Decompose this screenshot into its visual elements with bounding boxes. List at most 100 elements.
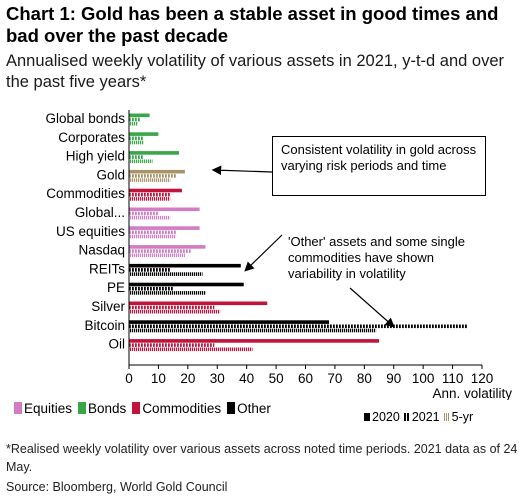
bar-5-yr bbox=[129, 291, 206, 295]
category-label: Gold bbox=[96, 167, 125, 182]
legend-label: 2020 bbox=[372, 410, 400, 424]
legend-label: 2021 bbox=[411, 410, 440, 424]
x-tick-label: 60 bbox=[298, 371, 313, 386]
bar-5-yr bbox=[129, 328, 377, 333]
bar-2020 bbox=[129, 169, 185, 174]
legend-item-bonds: Bonds bbox=[78, 401, 126, 416]
legend-swatch bbox=[227, 402, 236, 414]
bar-5-yr bbox=[129, 272, 203, 276]
bar-5-yr bbox=[129, 215, 171, 220]
legend-period-5-yr: 5-yr bbox=[443, 410, 474, 424]
legend-item-equities: Equities bbox=[14, 401, 72, 416]
bar-2020 bbox=[129, 113, 150, 118]
bar-5-yr bbox=[129, 234, 177, 239]
source-note: Source: Bloomberg, World Gold Council bbox=[6, 480, 228, 494]
legend-swatch bbox=[132, 402, 141, 414]
category-label: Silver bbox=[91, 299, 125, 314]
category-label: Bitcoin bbox=[84, 318, 125, 333]
footnote: *Realised weekly volatility over various… bbox=[6, 442, 518, 474]
x-tick-label: 80 bbox=[357, 371, 372, 386]
legend-label: Equities bbox=[24, 401, 73, 416]
legend-period-2021: 2021 bbox=[403, 410, 440, 424]
annotation-gold: Consistent volatility in gold across var… bbox=[272, 136, 486, 196]
x-tick-label: 0 bbox=[125, 371, 133, 386]
bar-2020 bbox=[129, 301, 268, 306]
x-tick-label: 120 bbox=[471, 371, 494, 386]
x-axis-label: Ann. volatility bbox=[432, 386, 512, 400]
category-label: Corporates bbox=[58, 130, 125, 145]
category-label: Commodities bbox=[46, 186, 125, 201]
legend-item-commodities: Commodities bbox=[132, 401, 221, 416]
bar-5-yr bbox=[129, 159, 153, 164]
bar-2021 bbox=[129, 117, 141, 122]
legend-swatch bbox=[14, 402, 22, 414]
bar-5-yr bbox=[129, 140, 144, 145]
category-label: Global bonds bbox=[45, 111, 125, 126]
arrow-to-bitcoin bbox=[349, 287, 395, 328]
bar-5-yr bbox=[129, 309, 221, 314]
bar-2020 bbox=[129, 226, 200, 230]
bar-2021 bbox=[129, 174, 177, 178]
bar-2021 bbox=[129, 305, 215, 310]
bar-5-yr bbox=[129, 121, 138, 126]
x-tick-label: 20 bbox=[180, 371, 195, 386]
bar-5-yr bbox=[129, 347, 253, 352]
bar-2021 bbox=[129, 343, 215, 347]
category-label: Nasdaq bbox=[78, 243, 125, 258]
bar-2020 bbox=[129, 263, 241, 268]
bar-2021 bbox=[129, 136, 144, 141]
bar-5-yr bbox=[129, 253, 185, 258]
category-label: Oil bbox=[109, 337, 126, 352]
annotation-arrows bbox=[211, 165, 395, 328]
category-label: PE bbox=[107, 280, 125, 295]
bar-5-yr bbox=[129, 178, 171, 182]
bar-2021 bbox=[129, 286, 174, 291]
bar-2021 bbox=[129, 192, 171, 197]
category-label: Global... bbox=[75, 205, 125, 220]
bar-2020 bbox=[129, 320, 330, 324]
bars-layer bbox=[129, 113, 468, 352]
bar-2021 bbox=[129, 211, 159, 216]
bar-2021 bbox=[129, 249, 191, 253]
period-legend: 2020 2021 5-yr bbox=[364, 410, 477, 424]
annotation-other: 'Other' assets and some single commoditi… bbox=[288, 234, 465, 281]
legend-label: Bonds bbox=[88, 401, 127, 416]
legend-label: 5-yr bbox=[451, 410, 474, 424]
legend-period-2020: 2020 bbox=[364, 410, 400, 424]
bar-2020 bbox=[129, 207, 200, 212]
x-tick-label: 70 bbox=[327, 371, 342, 386]
category-label: US equities bbox=[56, 224, 125, 239]
legend-swatch bbox=[443, 413, 450, 421]
bar-2020 bbox=[129, 188, 182, 193]
x-tick-label: 10 bbox=[151, 371, 166, 386]
legend-swatch bbox=[78, 402, 87, 414]
legend-label: Commodities bbox=[142, 401, 222, 416]
x-tick-label: 90 bbox=[386, 371, 401, 386]
category-label: REITs bbox=[89, 261, 125, 276]
chart-title: Chart 1: Gold has been a stable asset in… bbox=[6, 3, 499, 46]
arrow-to-gold bbox=[211, 165, 273, 176]
x-tick-label: 30 bbox=[210, 371, 225, 386]
arrow-to-reits bbox=[244, 234, 283, 272]
bar-2020 bbox=[129, 339, 380, 343]
x-tick-label: 110 bbox=[442, 371, 464, 386]
bar-2021 bbox=[129, 230, 177, 235]
legend-swatch bbox=[403, 413, 410, 421]
x-tick-label: 50 bbox=[269, 371, 284, 386]
bar-2021 bbox=[129, 324, 468, 329]
category-labels: Global bonds Corporates High yield Gold Comm… bbox=[45, 111, 125, 352]
chart-subtitle: Annualised weekly volatility of various … bbox=[6, 52, 505, 91]
legend-item-other: Other bbox=[227, 401, 271, 416]
bar-2020 bbox=[129, 282, 244, 287]
legend-swatch bbox=[364, 413, 370, 421]
bar-2021 bbox=[129, 155, 144, 159]
bar-2020 bbox=[129, 151, 180, 155]
bar-2020 bbox=[129, 132, 159, 136]
asset-class-legend: Equities Bonds Commodities Other bbox=[14, 401, 277, 416]
bar-5-yr bbox=[129, 197, 171, 201]
x-tick-label: 40 bbox=[239, 371, 254, 386]
bar-2020 bbox=[129, 245, 206, 249]
x-tick-label: 100 bbox=[412, 371, 435, 386]
